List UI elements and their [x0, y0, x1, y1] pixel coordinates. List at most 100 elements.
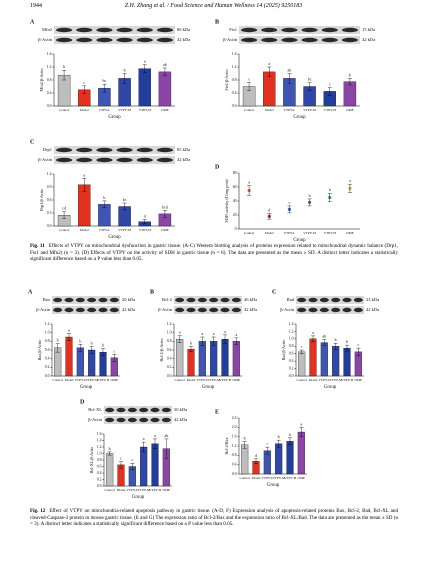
significance-letter: c	[248, 77, 250, 82]
error-bar	[130, 463, 135, 470]
panel-letter: A	[28, 289, 33, 295]
x-tick-label: VTPY-H	[149, 488, 162, 492]
blot-band	[297, 297, 307, 303]
y-tick-label: 0.8	[45, 339, 50, 343]
x-tick-label: VTPY-M	[329, 378, 342, 382]
blot-band	[127, 417, 137, 423]
blot	[54, 36, 175, 44]
blot-band	[136, 157, 153, 163]
bar	[140, 446, 148, 487]
blot-band	[319, 307, 329, 313]
error-bar	[102, 84, 107, 93]
x-tick-label: VTPY-M	[85, 378, 98, 382]
blot-band	[331, 307, 341, 313]
y-tick-label: 0.4	[47, 91, 52, 95]
x-axis-label: Group	[267, 483, 280, 488]
x-tick-label: VTPY-M	[272, 476, 285, 480]
error-bar	[333, 343, 338, 350]
significance-letter: b	[102, 343, 104, 348]
significance-letter: a	[68, 327, 70, 332]
error-bar	[254, 458, 258, 464]
x-tick-label: OME	[346, 231, 354, 235]
running-head: Z.H. Zhang et al. / Food Science and Hum…	[124, 3, 303, 9]
blot-band	[308, 297, 318, 303]
significance-letter: b	[278, 434, 280, 439]
significance-letter: c	[266, 441, 268, 446]
blot-band	[331, 297, 341, 303]
x-tick-label: VTPY-M	[207, 378, 220, 382]
y-tick-label: 1.4	[289, 322, 294, 326]
y-tick-label: 0.3	[47, 211, 52, 215]
blot-band	[156, 147, 173, 153]
x-tick-label: Model	[252, 476, 261, 480]
error-bar	[307, 198, 312, 207]
significance-letter: b	[190, 340, 192, 345]
blot-band	[281, 27, 298, 33]
caption-text: Effects of VTPY on mitochondrial dysfunc…	[30, 243, 398, 263]
x-tick-label: VTPY-H	[341, 378, 354, 382]
error-bar	[311, 335, 315, 343]
bar	[297, 431, 305, 475]
blot-band	[220, 307, 230, 313]
blot	[52, 296, 120, 304]
error-bar	[211, 336, 216, 346]
y-tick-label: 0.0	[47, 224, 52, 228]
significance-letter: b	[309, 193, 311, 198]
x-tick-label: OME	[161, 108, 169, 112]
significance-letter: c	[289, 200, 291, 205]
error-bar	[162, 67, 167, 76]
blot-band	[116, 157, 133, 163]
error-bar	[223, 334, 227, 344]
y-tick-label: 0.0	[232, 472, 237, 476]
y-tick-label: 0.6	[289, 352, 294, 356]
blot-band	[116, 27, 133, 33]
blot-band	[301, 27, 318, 33]
blot-size: 83 kDa	[177, 147, 190, 152]
y-tick-label: 0.8	[232, 78, 237, 82]
blot	[296, 296, 364, 304]
y-axis-label: SDH activity (U/mg prot)	[224, 179, 229, 223]
y-tick-label: 0.4	[232, 463, 237, 467]
error-bar	[287, 73, 292, 84]
y-axis-label: Drp1/β-Actin	[39, 188, 44, 212]
error-bar	[119, 461, 123, 469]
y-tick-label: 0.4	[97, 471, 102, 475]
x-tick-label: Control	[174, 378, 184, 382]
blot-size: 42 kDa	[244, 307, 257, 312]
significance-letter: ab	[163, 62, 167, 67]
x-axis-label: Group	[293, 115, 306, 120]
caption: Fig. 11 Effects of VTPY on mitochondrial …	[30, 243, 398, 263]
blot-band	[76, 27, 93, 33]
y-tick-label: 20	[233, 213, 237, 217]
significance-letter: b	[346, 339, 348, 344]
error-bar	[89, 346, 94, 354]
significance-letter: a	[213, 331, 215, 336]
blot-size: 20 kDa	[122, 297, 135, 302]
bar	[187, 348, 195, 377]
significance-letter: c	[120, 456, 122, 461]
x-tick-label: VTPY-H	[324, 231, 337, 235]
y-tick-label: 0.6	[97, 464, 102, 468]
blot-band	[75, 307, 85, 313]
y-tick-label: 2.4	[232, 416, 237, 420]
error-bar	[200, 336, 205, 346]
x-tick-label: VTPY-L	[284, 231, 296, 235]
bar	[275, 443, 283, 475]
blot-band	[75, 297, 85, 303]
bar	[176, 339, 184, 377]
blot-band	[56, 147, 73, 153]
significance-letter: c	[113, 348, 115, 353]
x-axis-label: Group	[132, 495, 145, 500]
y-tick-label: 0.4	[45, 357, 50, 361]
error-bar	[347, 184, 352, 193]
blot	[54, 156, 175, 164]
y-tick-label: 1.2	[289, 329, 294, 333]
panel-letter: E	[215, 409, 219, 415]
y-tick-label: 1.2	[97, 445, 102, 449]
significance-letter: b	[289, 432, 291, 437]
y-tick-label: 0.0	[232, 104, 237, 108]
significance-letter: bc	[308, 77, 312, 82]
y-tick-label: 1.0	[45, 331, 50, 335]
error-bar	[62, 70, 67, 81]
bar	[298, 351, 306, 377]
